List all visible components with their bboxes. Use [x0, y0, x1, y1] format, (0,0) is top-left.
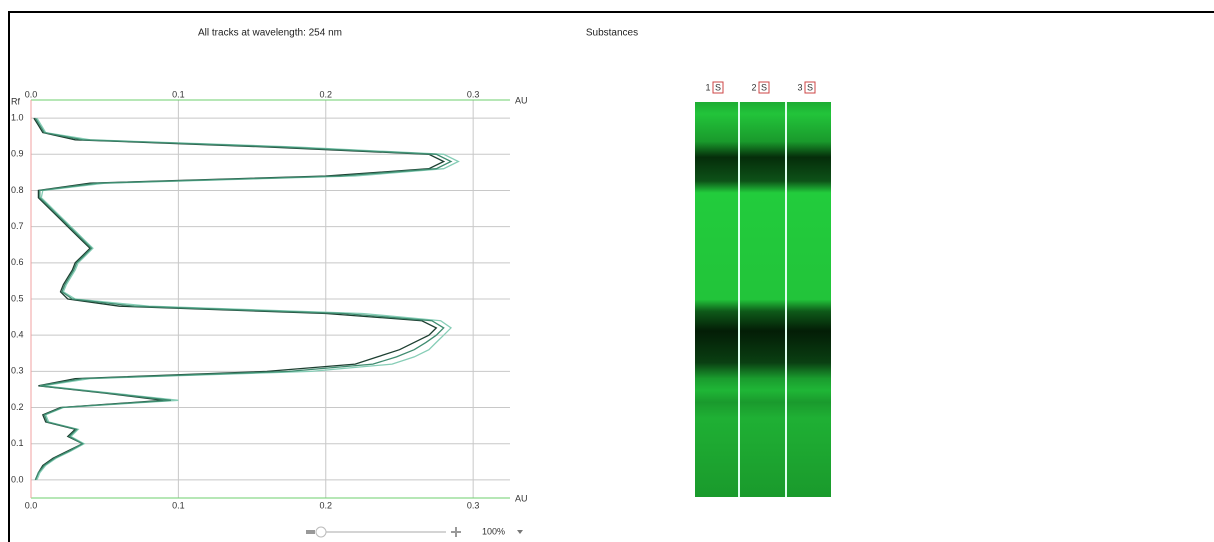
rf-tick-label: 0.5 [11, 293, 24, 303]
rf-tick-label: 0.6 [11, 257, 24, 267]
rf-tick-label: 0.3 [11, 366, 24, 376]
au-tick-label-bottom: 0.3 [467, 500, 480, 510]
page: { "header": {"chart_title": "All tracks … [0, 0, 1214, 542]
zoom-thumb[interactable] [316, 527, 326, 537]
rf-tick-label: 0.2 [11, 402, 24, 412]
zoom-in[interactable] [451, 527, 461, 537]
au-tick-label-bottom: 0.0 [25, 500, 38, 510]
au-axis-label-top: AU [515, 95, 528, 105]
rf-tick-label: 1.0 [11, 112, 24, 122]
au-tick-label-top: 0.1 [172, 89, 185, 99]
plate-image [695, 102, 831, 497]
au-axis-label-bottom: AU [515, 493, 528, 503]
standard-icon: S [761, 82, 767, 92]
rf-tick-label: 0.4 [11, 330, 24, 340]
au-tick-label-bottom: 0.1 [172, 500, 185, 510]
track-image [695, 102, 831, 497]
rf-tick-label: 0.7 [11, 221, 24, 231]
rf-tick-label: 0.1 [11, 438, 24, 448]
screen: All tracks at wavelength: 254 nm Substan… [0, 0, 1214, 542]
chart-title: All tracks at wavelength: 254 nm [198, 28, 342, 39]
zoom-out[interactable] [306, 530, 315, 534]
track-number: 3 [797, 82, 802, 92]
au-tick-label-top: 0.2 [320, 89, 333, 99]
track-number: 1 [705, 82, 710, 92]
zoom-control[interactable]: 100% [306, 526, 523, 537]
standard-icon: S [715, 82, 721, 92]
rf-axis-label: Rf [11, 96, 20, 106]
rf-tick-label: 0.8 [11, 185, 24, 195]
au-tick-label-bottom: 0.2 [320, 500, 333, 510]
track-number: 2 [751, 82, 756, 92]
rf-tick-label: 0.0 [11, 474, 24, 484]
zoom-dropdown[interactable] [517, 530, 523, 534]
rf-tick-label: 0.9 [11, 149, 24, 159]
au-tick-label-top: 0.3 [467, 89, 480, 99]
standard-icon: S [807, 82, 813, 92]
au-tick-label-top: 0.0 [25, 89, 38, 99]
zoom-level[interactable]: 100% [482, 526, 505, 536]
window-frame [9, 12, 1214, 542]
substances-title: Substances [586, 28, 638, 39]
densitogram: 0.0 0.1 0.2 0.3 0.4 0.5 0.6 0.7 0.8 0.9 1.0 0.0 0.0 0… [11, 89, 528, 510]
